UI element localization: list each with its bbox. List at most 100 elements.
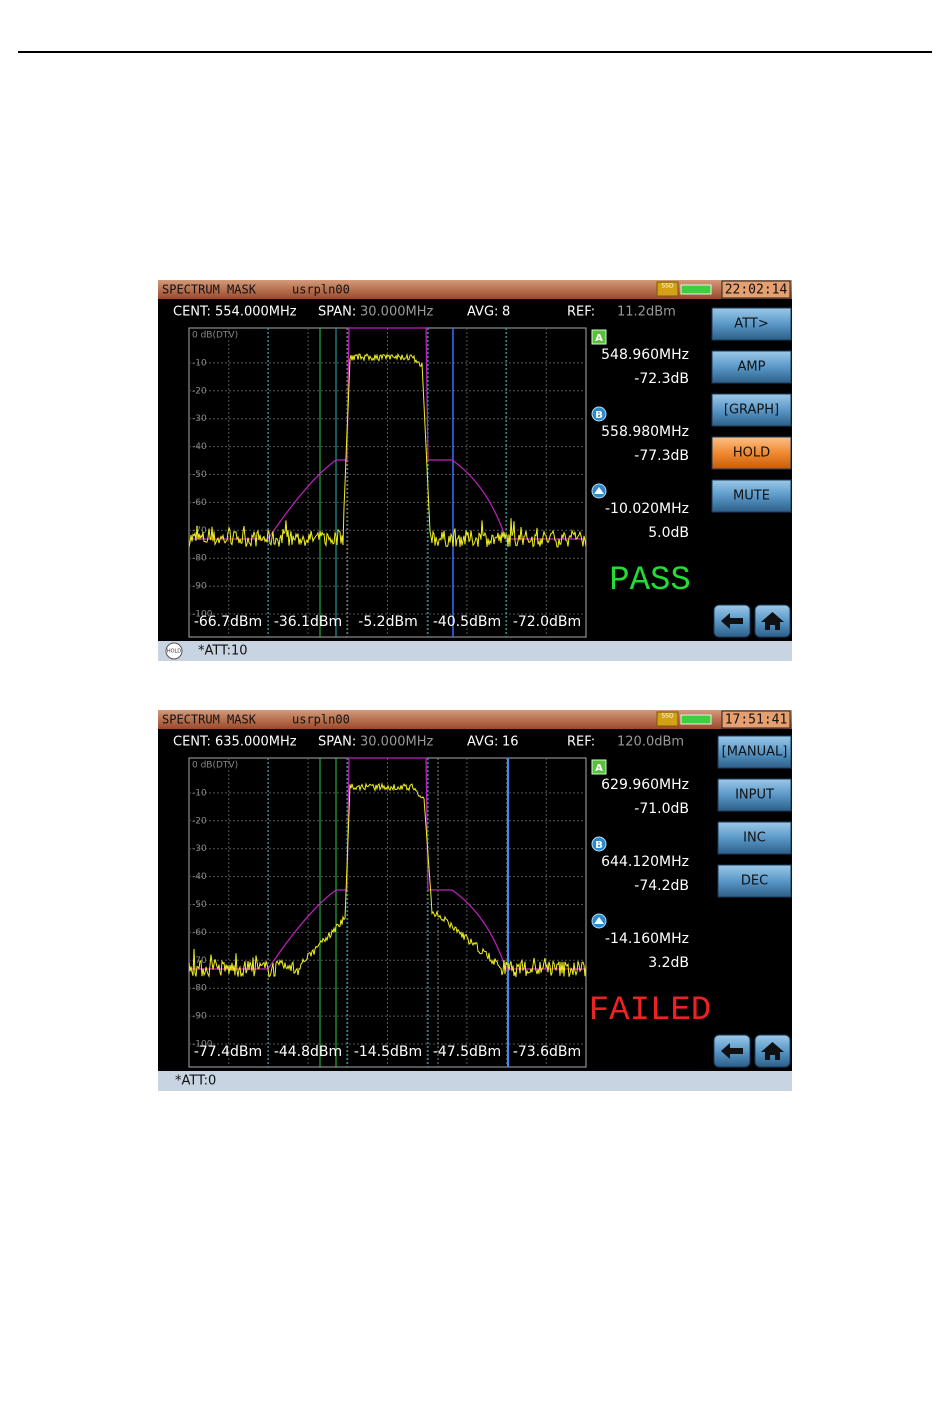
marker-badge-label: B: [595, 410, 603, 421]
soft-button-label[interactable]: ATT>: [734, 317, 768, 332]
soft-button[interactable]: [711, 350, 792, 384]
storage-label: SSD: [661, 713, 674, 720]
home-icon: [761, 1042, 784, 1060]
marker-level: -71.0dB: [634, 801, 689, 817]
delta-icon: [594, 917, 604, 924]
soft-button[interactable]: [711, 436, 792, 470]
grid-label: -70: [192, 956, 207, 966]
plot-frame: [188, 327, 587, 638]
grid-label: -30: [192, 414, 207, 424]
grid-label: -80: [192, 984, 207, 994]
info-cent: 554.000MHz: [215, 305, 297, 320]
status-bar: [158, 1071, 792, 1091]
grid-label: -30: [192, 844, 207, 854]
time-box: [721, 710, 791, 729]
marker-badge: [591, 329, 607, 345]
status-icon-label: HOLD: [167, 649, 181, 655]
grid-label: -10: [192, 358, 207, 368]
grid-label: -10: [192, 788, 207, 798]
info-avg: 8: [502, 305, 510, 320]
storage-label: SSD: [661, 283, 674, 290]
info-avg-label: AVG:: [467, 735, 498, 750]
band-power: -73.6dBm: [513, 1044, 581, 1060]
home-icon: [761, 612, 784, 630]
status-bar: [158, 641, 792, 661]
soft-button[interactable]: [717, 735, 792, 769]
spectrum-trace: [188, 782, 587, 979]
soft-button[interactable]: [711, 479, 792, 513]
status-icon: [165, 642, 183, 660]
back-icon: [721, 613, 743, 629]
soft-button-label[interactable]: INPUT: [735, 788, 774, 803]
info-ref: 120.0dBm: [617, 735, 684, 750]
info-ref-label: REF:: [567, 735, 595, 750]
info-avg-label: AVG:: [467, 305, 498, 320]
test-result: PASS: [609, 562, 691, 600]
grid-label: -70: [192, 526, 207, 536]
marker-frequency: -10.020MHz: [605, 501, 689, 517]
info-ref-label: REF:: [567, 305, 595, 320]
marker-level: 3.2dB: [648, 955, 689, 971]
title-bar: [158, 710, 792, 729]
info-ref: 11.2dBm: [617, 305, 676, 320]
band-power: -40.5dBm: [433, 614, 501, 630]
back-icon: [721, 1043, 743, 1059]
grid-label: -60: [192, 928, 207, 938]
band-power: -14.5dBm: [354, 1044, 422, 1060]
plot-frame: [188, 757, 587, 1068]
soft-button[interactable]: [717, 864, 792, 898]
info-cent-label: CENT:: [173, 735, 211, 750]
marker-badge: [591, 836, 607, 852]
storage-icon: [656, 281, 679, 297]
soft-button[interactable]: [711, 307, 792, 341]
marker-level: -72.3dB: [634, 371, 689, 387]
mask-line: [189, 757, 586, 970]
soft-button-label[interactable]: MUTE: [733, 489, 770, 504]
soft-button-label[interactable]: INC: [743, 831, 766, 846]
grid-label: -60: [192, 498, 207, 508]
info-avg: 16: [502, 735, 519, 750]
soft-button[interactable]: [711, 393, 792, 427]
marker-level: 5.0dB: [648, 525, 689, 541]
mode-title: SPECTRUM MASK: [162, 713, 257, 727]
grid-label: -90: [192, 1012, 207, 1022]
soft-button[interactable]: [717, 778, 792, 812]
band-power: -36.1dBm: [274, 614, 342, 630]
file-name: usrpln00: [292, 713, 350, 727]
file-name: usrpln00: [292, 283, 350, 297]
soft-button-label[interactable]: HOLD: [733, 446, 770, 461]
marker-badge-label: A: [595, 333, 603, 344]
info-span-label: SPAN:: [318, 735, 356, 750]
storage-icon: [656, 711, 679, 727]
soft-button-label[interactable]: DEC: [741, 874, 768, 889]
soft-button-label[interactable]: AMP: [738, 360, 766, 375]
info-span-label: SPAN:: [318, 305, 356, 320]
marker-frequency: 548.960MHz: [601, 347, 689, 363]
band-power: -5.2dBm: [358, 614, 417, 630]
marker-badge: [591, 406, 607, 422]
marker-frequency: 558.980MHz: [601, 424, 689, 440]
soft-button[interactable]: [717, 821, 792, 855]
grid-label: -50: [192, 470, 207, 480]
band-power: -47.5dBm: [433, 1044, 501, 1060]
grid-label: -100: [192, 1040, 213, 1050]
clock: 22:02:14: [725, 283, 788, 298]
battery-icon: [680, 714, 712, 725]
grid-label: 0 dB(DTV): [192, 761, 238, 771]
marker-level: -77.3dB: [634, 448, 689, 464]
battery-icon: [680, 284, 712, 295]
soft-button-label[interactable]: [GRAPH]: [724, 403, 779, 418]
marker-frequency: 629.960MHz: [601, 777, 689, 793]
info-cent: 635.000MHz: [215, 735, 297, 750]
mode-title: SPECTRUM MASK: [162, 283, 257, 297]
soft-button-label[interactable]: [MANUAL]: [722, 745, 788, 760]
grid-label: -100: [192, 610, 213, 620]
grid-label: -50: [192, 900, 207, 910]
title-bar: [158, 280, 792, 299]
info-cent-label: CENT:: [173, 305, 211, 320]
band-power: -66.7dBm: [194, 614, 262, 630]
info-span: 30.000MHz: [360, 735, 433, 750]
mask-line: [189, 327, 586, 540]
spectrum-trace: [188, 352, 587, 548]
